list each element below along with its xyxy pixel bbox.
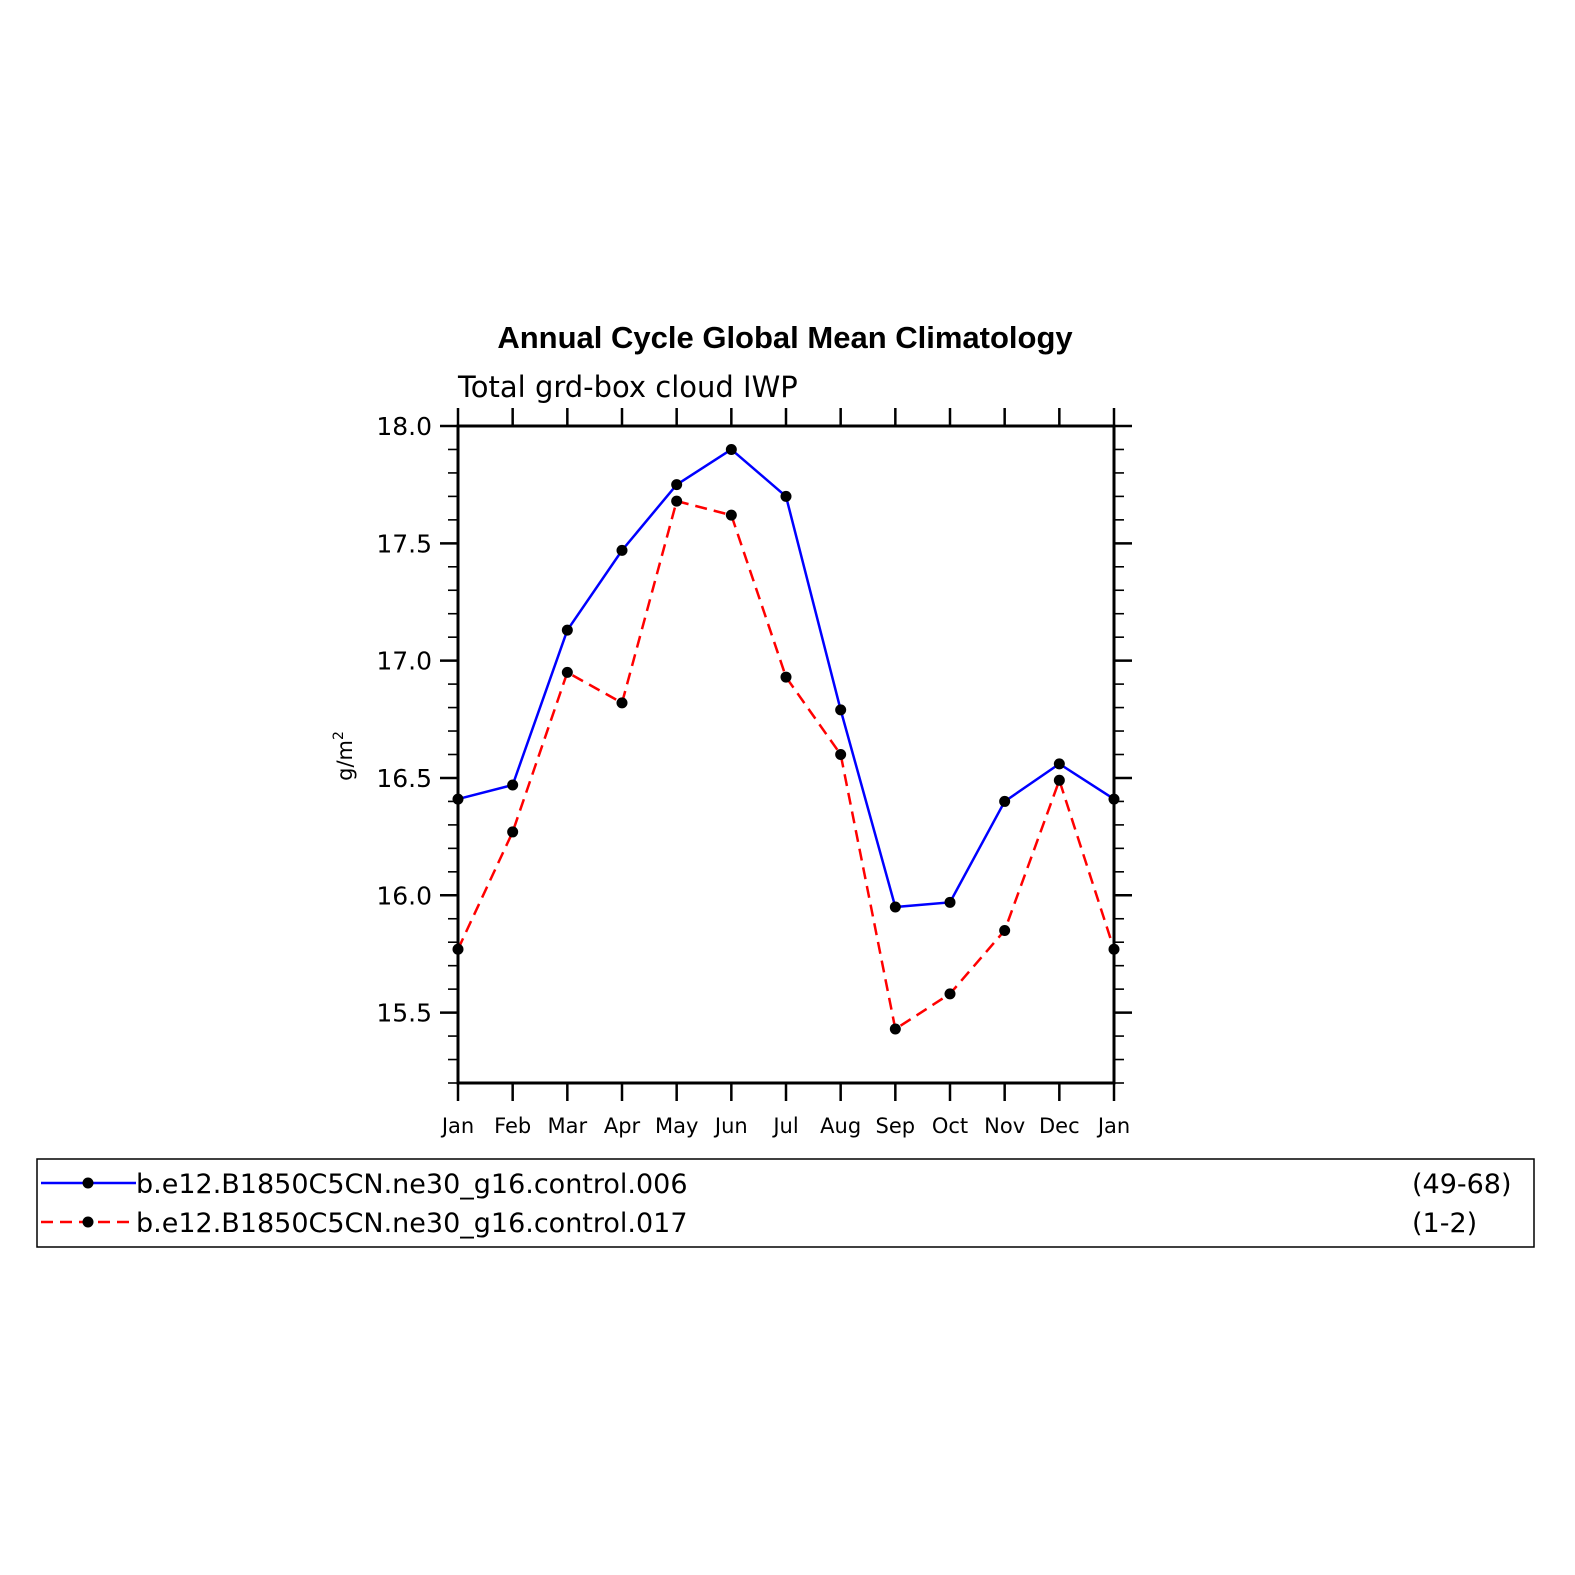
- y-axis-label-text: g/m: [333, 740, 357, 781]
- series-2-point: [725, 509, 737, 521]
- x-tick-label: Aug: [820, 1114, 861, 1138]
- series-1-point: [561, 624, 573, 636]
- x-tick-label: Jan: [440, 1114, 474, 1138]
- y-tick-label: 16.5: [376, 764, 432, 793]
- legend: b.e12.B1850C5CN.ne30_g16.control.006 (49-…: [36, 1158, 1535, 1248]
- x-tick-label: Feb: [494, 1114, 531, 1138]
- legend-years-1: (49-68): [1412, 1169, 1512, 1200]
- svg-text:g/m2: g/m2: [331, 731, 357, 781]
- series-1-point: [835, 704, 847, 716]
- series-2-point: [835, 749, 847, 760]
- series-2-point: [780, 671, 792, 683]
- legend-label-2: b.e12.B1850C5CN.ne30_g16.control.017: [136, 1208, 688, 1239]
- x-tick-label: Sep: [876, 1114, 916, 1138]
- axis-ticks: [440, 408, 1132, 1101]
- chart-title: Annual Cycle Global Mean Climatology: [497, 320, 1073, 355]
- series-2-point: [889, 1023, 901, 1035]
- series-1-point: [616, 544, 628, 556]
- series-1-point: [507, 779, 519, 791]
- y-tick-label: 18.0: [376, 412, 432, 441]
- series-2-point: [944, 988, 956, 1000]
- series-line-2: [456, 499, 1116, 1032]
- series-2-point: [616, 697, 628, 709]
- series-2-point: [1053, 774, 1065, 786]
- series-2-point: [671, 495, 683, 507]
- x-tick-label: May: [655, 1114, 698, 1138]
- x-tick-label: Jan: [1096, 1114, 1130, 1138]
- series-2-point: [561, 666, 573, 678]
- y-tick-label: 15.5: [376, 999, 432, 1028]
- series-layer: [452, 443, 1120, 1035]
- legend-years-2: (1-2): [1412, 1208, 1477, 1239]
- plot-frame: [456, 424, 1116, 1085]
- legend-box: [36, 1158, 1535, 1248]
- series-1-point: [1053, 758, 1065, 770]
- series-1-point: [999, 795, 1011, 807]
- y-axis-label: g/m2: [331, 731, 357, 781]
- legend-label-1: b.e12.B1850C5CN.ne30_g16.control.006: [136, 1169, 688, 1200]
- x-tick-label: Oct: [932, 1114, 968, 1138]
- y-axis-label-superscript: 2: [331, 731, 347, 740]
- series-2-point: [999, 924, 1011, 936]
- chart-subtitle: Total grd-box cloud IWP: [457, 370, 798, 404]
- y-tick-label: 17.0: [376, 647, 432, 676]
- x-tick-label: Nov: [984, 1114, 1025, 1138]
- legend-marker-1: [82, 1177, 94, 1189]
- x-tick-label: Jul: [771, 1114, 798, 1138]
- series-2-point: [507, 826, 519, 838]
- y-tick-label: 17.5: [376, 529, 432, 558]
- x-tick-labels: Jan Feb Mar Apr May Jun Jul Aug Sep Oct Nov Dec Jan: [440, 1114, 1130, 1138]
- x-tick-label: Mar: [548, 1114, 588, 1138]
- legend-marker-2: [82, 1216, 94, 1228]
- x-tick-label: Jun: [713, 1114, 748, 1138]
- x-tick-label: Dec: [1039, 1114, 1080, 1138]
- series-1-point: [671, 479, 683, 491]
- y-tick-labels: 15.5 16.0 16.5 17.0 17.5 18.0: [376, 412, 432, 1028]
- x-tick-label: Apr: [604, 1114, 641, 1138]
- series-1-point: [889, 901, 901, 913]
- series-1-point: [944, 896, 956, 908]
- series-1-point: [725, 443, 737, 455]
- y-tick-label: 16.0: [376, 881, 432, 910]
- series-1-point: [780, 490, 792, 502]
